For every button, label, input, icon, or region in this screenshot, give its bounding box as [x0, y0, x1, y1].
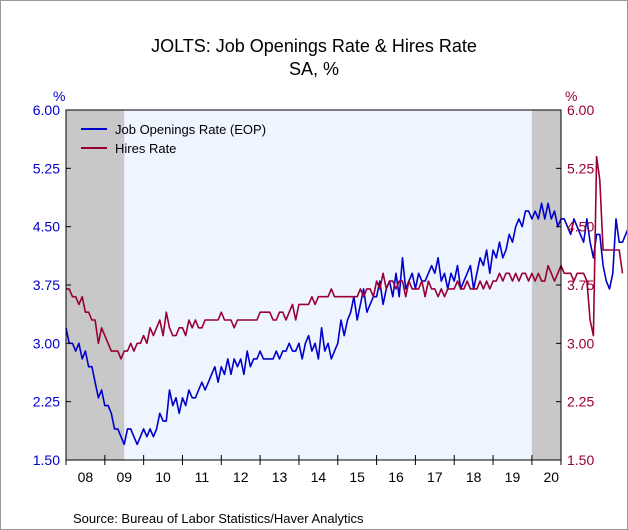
left-axis-unit: %	[53, 88, 65, 104]
x-tick-label-17: 17	[427, 469, 443, 485]
left-tick-label-3.75: 3.75	[33, 277, 60, 293]
x-tick-label-14: 14	[311, 469, 327, 485]
x-tick-label-13: 13	[272, 469, 288, 485]
right-tick-label-3.75: 3.75	[567, 277, 594, 293]
left-tick-label-1.50: 1.50	[33, 452, 60, 468]
x-axis: 08 09 10 11 12 13 14 15 16 17 18 19 20	[65, 455, 562, 485]
x-tick-label-08: 08	[78, 469, 94, 485]
right-tick-label-3.00: 3.00	[567, 335, 594, 351]
right-tick-label-5.25: 5.25	[567, 160, 594, 176]
chart-subtitle: SA, %	[289, 59, 339, 79]
chart-title: JOLTS: Job Openings Rate & Hires Rate	[151, 36, 477, 56]
x-tick-label-11: 11	[195, 469, 210, 485]
legend-label-job-openings: Job Openings Rate (EOP)	[115, 122, 266, 137]
right-tick-label-6.00: 6.00	[567, 102, 594, 118]
x-tick-label-19: 19	[505, 469, 521, 485]
plot-area	[66, 110, 561, 460]
left-tick-label-3.00: 3.00	[33, 335, 60, 351]
left-tick-label-2.25: 2.25	[33, 394, 60, 410]
x-tick-label-20: 20	[544, 469, 560, 485]
right-tick-label-2.25: 2.25	[567, 394, 594, 410]
legend: Job Openings Rate (EOP) Hires Rate	[81, 122, 266, 156]
left-tick-label-4.50: 4.50	[33, 219, 60, 235]
left-tick-label-5.25: 5.25	[33, 160, 60, 176]
series-layer	[65, 155, 627, 446]
left-axis: 6.00 5.25 4.50 3.75 3.00 2.25 1.50	[33, 102, 71, 468]
left-tick-label-6.00: 6.00	[33, 102, 60, 118]
right-tick-label-1.50: 1.50	[567, 452, 594, 468]
x-tick-label-09: 09	[116, 469, 132, 485]
x-tick-label-10: 10	[155, 469, 171, 485]
right-axis: 6.00 5.25 4.50 3.75 3.00 2.25 1.50	[556, 102, 594, 468]
source-note: Source: Bureau of Labor Statistics/Haver…	[73, 511, 364, 526]
series-line-job-openings-rate	[65, 202, 627, 446]
series-line-hires-rate	[66, 155, 624, 360]
x-tick-label-15: 15	[349, 469, 365, 485]
x-tick-label-18: 18	[466, 469, 482, 485]
right-tick-label-4.50: 4.50	[567, 219, 594, 235]
legend-label-hires-rate: Hires Rate	[115, 141, 176, 156]
x-tick-label-16: 16	[388, 469, 404, 485]
recession-band-0	[66, 110, 125, 460]
x-tick-label-12: 12	[233, 469, 249, 485]
right-axis-unit: %	[565, 88, 577, 104]
